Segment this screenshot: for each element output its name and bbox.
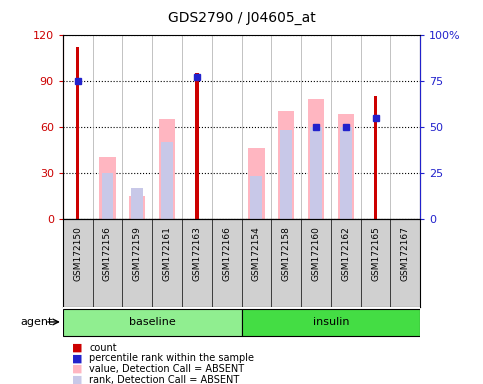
Text: GSM172165: GSM172165: [371, 226, 380, 281]
Bar: [242, 309, 420, 336]
Bar: [159, 119, 175, 219]
Text: GSM172166: GSM172166: [222, 226, 231, 281]
Text: GSM172167: GSM172167: [401, 226, 410, 281]
Text: GSM172150: GSM172150: [73, 226, 82, 281]
Text: ■: ■: [72, 375, 83, 384]
Text: GSM172158: GSM172158: [282, 226, 291, 281]
Bar: [248, 148, 265, 219]
Bar: [340, 127, 352, 219]
Text: ■: ■: [72, 353, 83, 363]
Bar: [308, 99, 324, 219]
Bar: [129, 196, 145, 219]
Text: GDS2790 / J04605_at: GDS2790 / J04605_at: [168, 11, 315, 25]
Bar: [161, 142, 173, 219]
Text: baseline: baseline: [129, 317, 175, 327]
Bar: [338, 114, 354, 219]
Text: GSM172163: GSM172163: [192, 226, 201, 281]
Text: insulin: insulin: [313, 317, 349, 327]
Text: GSM172161: GSM172161: [163, 226, 171, 281]
Bar: [280, 130, 292, 219]
Text: rank, Detection Call = ABSENT: rank, Detection Call = ABSENT: [89, 375, 240, 384]
Text: GSM172159: GSM172159: [133, 226, 142, 281]
Bar: [99, 157, 115, 219]
Text: ■: ■: [72, 364, 83, 374]
Text: percentile rank within the sample: percentile rank within the sample: [89, 353, 255, 363]
Bar: [63, 309, 242, 336]
Text: GSM172154: GSM172154: [252, 226, 261, 281]
Text: value, Detection Call = ABSENT: value, Detection Call = ABSENT: [89, 364, 244, 374]
Bar: [251, 176, 262, 219]
Bar: [278, 111, 294, 219]
Text: GSM172156: GSM172156: [103, 226, 112, 281]
Bar: [310, 127, 322, 219]
Bar: [76, 47, 80, 219]
Text: count: count: [89, 343, 117, 353]
Text: ■: ■: [72, 343, 83, 353]
Bar: [195, 73, 199, 219]
Text: agent: agent: [21, 317, 53, 327]
Text: GSM172162: GSM172162: [341, 226, 350, 281]
Text: GSM172160: GSM172160: [312, 226, 320, 281]
Bar: [374, 96, 377, 219]
Bar: [101, 173, 114, 219]
Bar: [131, 188, 143, 219]
